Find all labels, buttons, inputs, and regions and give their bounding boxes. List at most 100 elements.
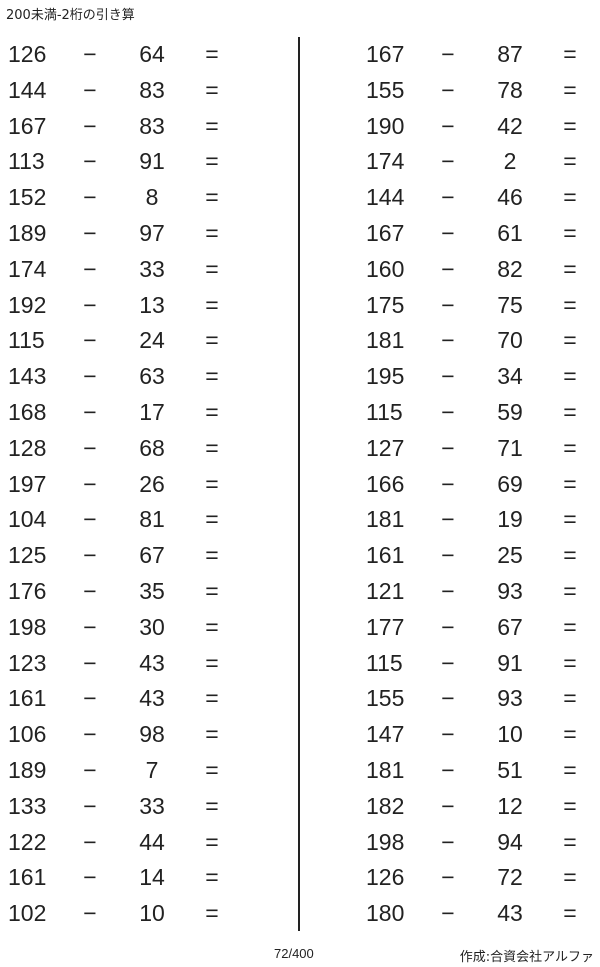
minus-sign: −: [83, 577, 97, 604]
minus-sign: −: [83, 184, 97, 211]
problem-row: 166 − 69 =: [358, 466, 598, 502]
worksheet-title: 200未満-2桁の引き算: [6, 8, 135, 23]
minus-sign: −: [441, 112, 455, 139]
minus-sign: −: [441, 363, 455, 390]
subtrahend: 81: [139, 506, 165, 533]
minus-sign: −: [441, 756, 455, 783]
minus-sign: −: [441, 76, 455, 103]
minuend: 102: [8, 900, 47, 927]
minus-sign: −: [441, 542, 455, 569]
minus-sign: −: [83, 41, 97, 67]
subtrahend: 43: [139, 649, 165, 676]
subtrahend: 93: [497, 685, 523, 712]
problem-row: 152 − 8 =: [0, 179, 240, 215]
subtrahend: 87: [497, 41, 523, 67]
subtrahend: 30: [139, 613, 165, 640]
minus-sign: −: [83, 685, 97, 712]
subtrahend: 69: [497, 470, 523, 497]
equals-sign: =: [205, 470, 219, 497]
problem-row: 197 − 26 =: [0, 466, 240, 502]
problem-row: 147 − 10 =: [358, 716, 598, 752]
minus-sign: −: [83, 148, 97, 175]
problem-row: 181 − 70 =: [358, 322, 598, 358]
subtrahend: 19: [497, 506, 523, 533]
problem-row: 174 − 2 =: [358, 143, 598, 179]
equals-sign: =: [205, 148, 219, 175]
equals-sign: =: [563, 721, 577, 748]
equals-sign: =: [205, 577, 219, 604]
minus-sign: −: [83, 649, 97, 676]
subtrahend: 98: [139, 721, 165, 748]
problem-row: 182 − 12 =: [358, 788, 598, 824]
equals-sign: =: [563, 184, 577, 211]
minuend: 122: [8, 828, 47, 855]
equals-sign: =: [205, 184, 219, 211]
subtrahend: 83: [139, 112, 165, 139]
minus-sign: −: [83, 363, 97, 390]
problem-row: 198 − 94 =: [358, 824, 598, 860]
minuend: 177: [366, 613, 405, 640]
problem-row: 161 − 25 =: [358, 537, 598, 573]
subtrahend: 25: [497, 542, 523, 569]
subtrahend: 67: [497, 613, 523, 640]
subtrahend: 78: [497, 76, 523, 103]
minuend: 198: [366, 828, 405, 855]
minuend: 126: [366, 864, 405, 891]
minuend: 144: [8, 76, 47, 103]
minus-sign: −: [441, 291, 455, 318]
equals-sign: =: [205, 363, 219, 390]
minuend: 167: [366, 41, 405, 67]
equals-sign: =: [563, 41, 577, 67]
equals-sign: =: [205, 613, 219, 640]
minuend: 161: [8, 864, 47, 891]
problem-row: 122 − 44 =: [0, 824, 240, 860]
problem-row: 189 − 7 =: [0, 752, 240, 788]
problem-row: 143 − 63 =: [0, 358, 240, 394]
minuend: 189: [8, 219, 47, 246]
minuend: 133: [8, 792, 47, 819]
equals-sign: =: [563, 434, 577, 461]
equals-sign: =: [563, 219, 577, 246]
problem-row: 181 − 51 =: [358, 752, 598, 788]
problem-row: 128 − 68 =: [0, 430, 240, 466]
problem-row: 190 − 42 =: [358, 108, 598, 144]
minus-sign: −: [83, 398, 97, 425]
minus-sign: −: [441, 219, 455, 246]
subtrahend: 43: [497, 900, 523, 927]
equals-sign: =: [205, 721, 219, 748]
problem-row: 115 − 91 =: [358, 645, 598, 681]
subtrahend: 70: [497, 327, 523, 354]
equals-sign: =: [563, 506, 577, 533]
minuend: 175: [366, 291, 405, 318]
subtrahend: 14: [139, 864, 165, 891]
minuend: 182: [366, 792, 405, 819]
equals-sign: =: [205, 900, 219, 927]
problem-row: 133 − 33 =: [0, 788, 240, 824]
problem-row: 102 − 10 =: [0, 895, 240, 931]
page-number: 72/400: [274, 946, 314, 961]
problem-row: 198 − 30 =: [0, 609, 240, 645]
equals-sign: =: [205, 76, 219, 103]
minus-sign: −: [441, 792, 455, 819]
equals-sign: =: [563, 255, 577, 282]
minuend: 115: [366, 649, 403, 676]
minuend: 195: [366, 363, 405, 390]
problem-row: 177 − 67 =: [358, 609, 598, 645]
minuend: 192: [8, 291, 47, 318]
minus-sign: −: [441, 900, 455, 927]
minuend: 155: [366, 76, 405, 103]
equals-sign: =: [205, 255, 219, 282]
minus-sign: −: [83, 792, 97, 819]
minuend: 180: [366, 900, 405, 927]
subtrahend: 71: [497, 434, 523, 461]
minus-sign: −: [441, 828, 455, 855]
equals-sign: =: [205, 219, 219, 246]
problem-row: 115 − 59 =: [358, 394, 598, 430]
subtrahend: 17: [139, 398, 165, 425]
problem-row: 126 − 72 =: [358, 859, 598, 895]
equals-sign: =: [563, 685, 577, 712]
minuend: 128: [8, 434, 47, 461]
minus-sign: −: [441, 577, 455, 604]
minus-sign: −: [83, 255, 97, 282]
minus-sign: −: [83, 900, 97, 927]
